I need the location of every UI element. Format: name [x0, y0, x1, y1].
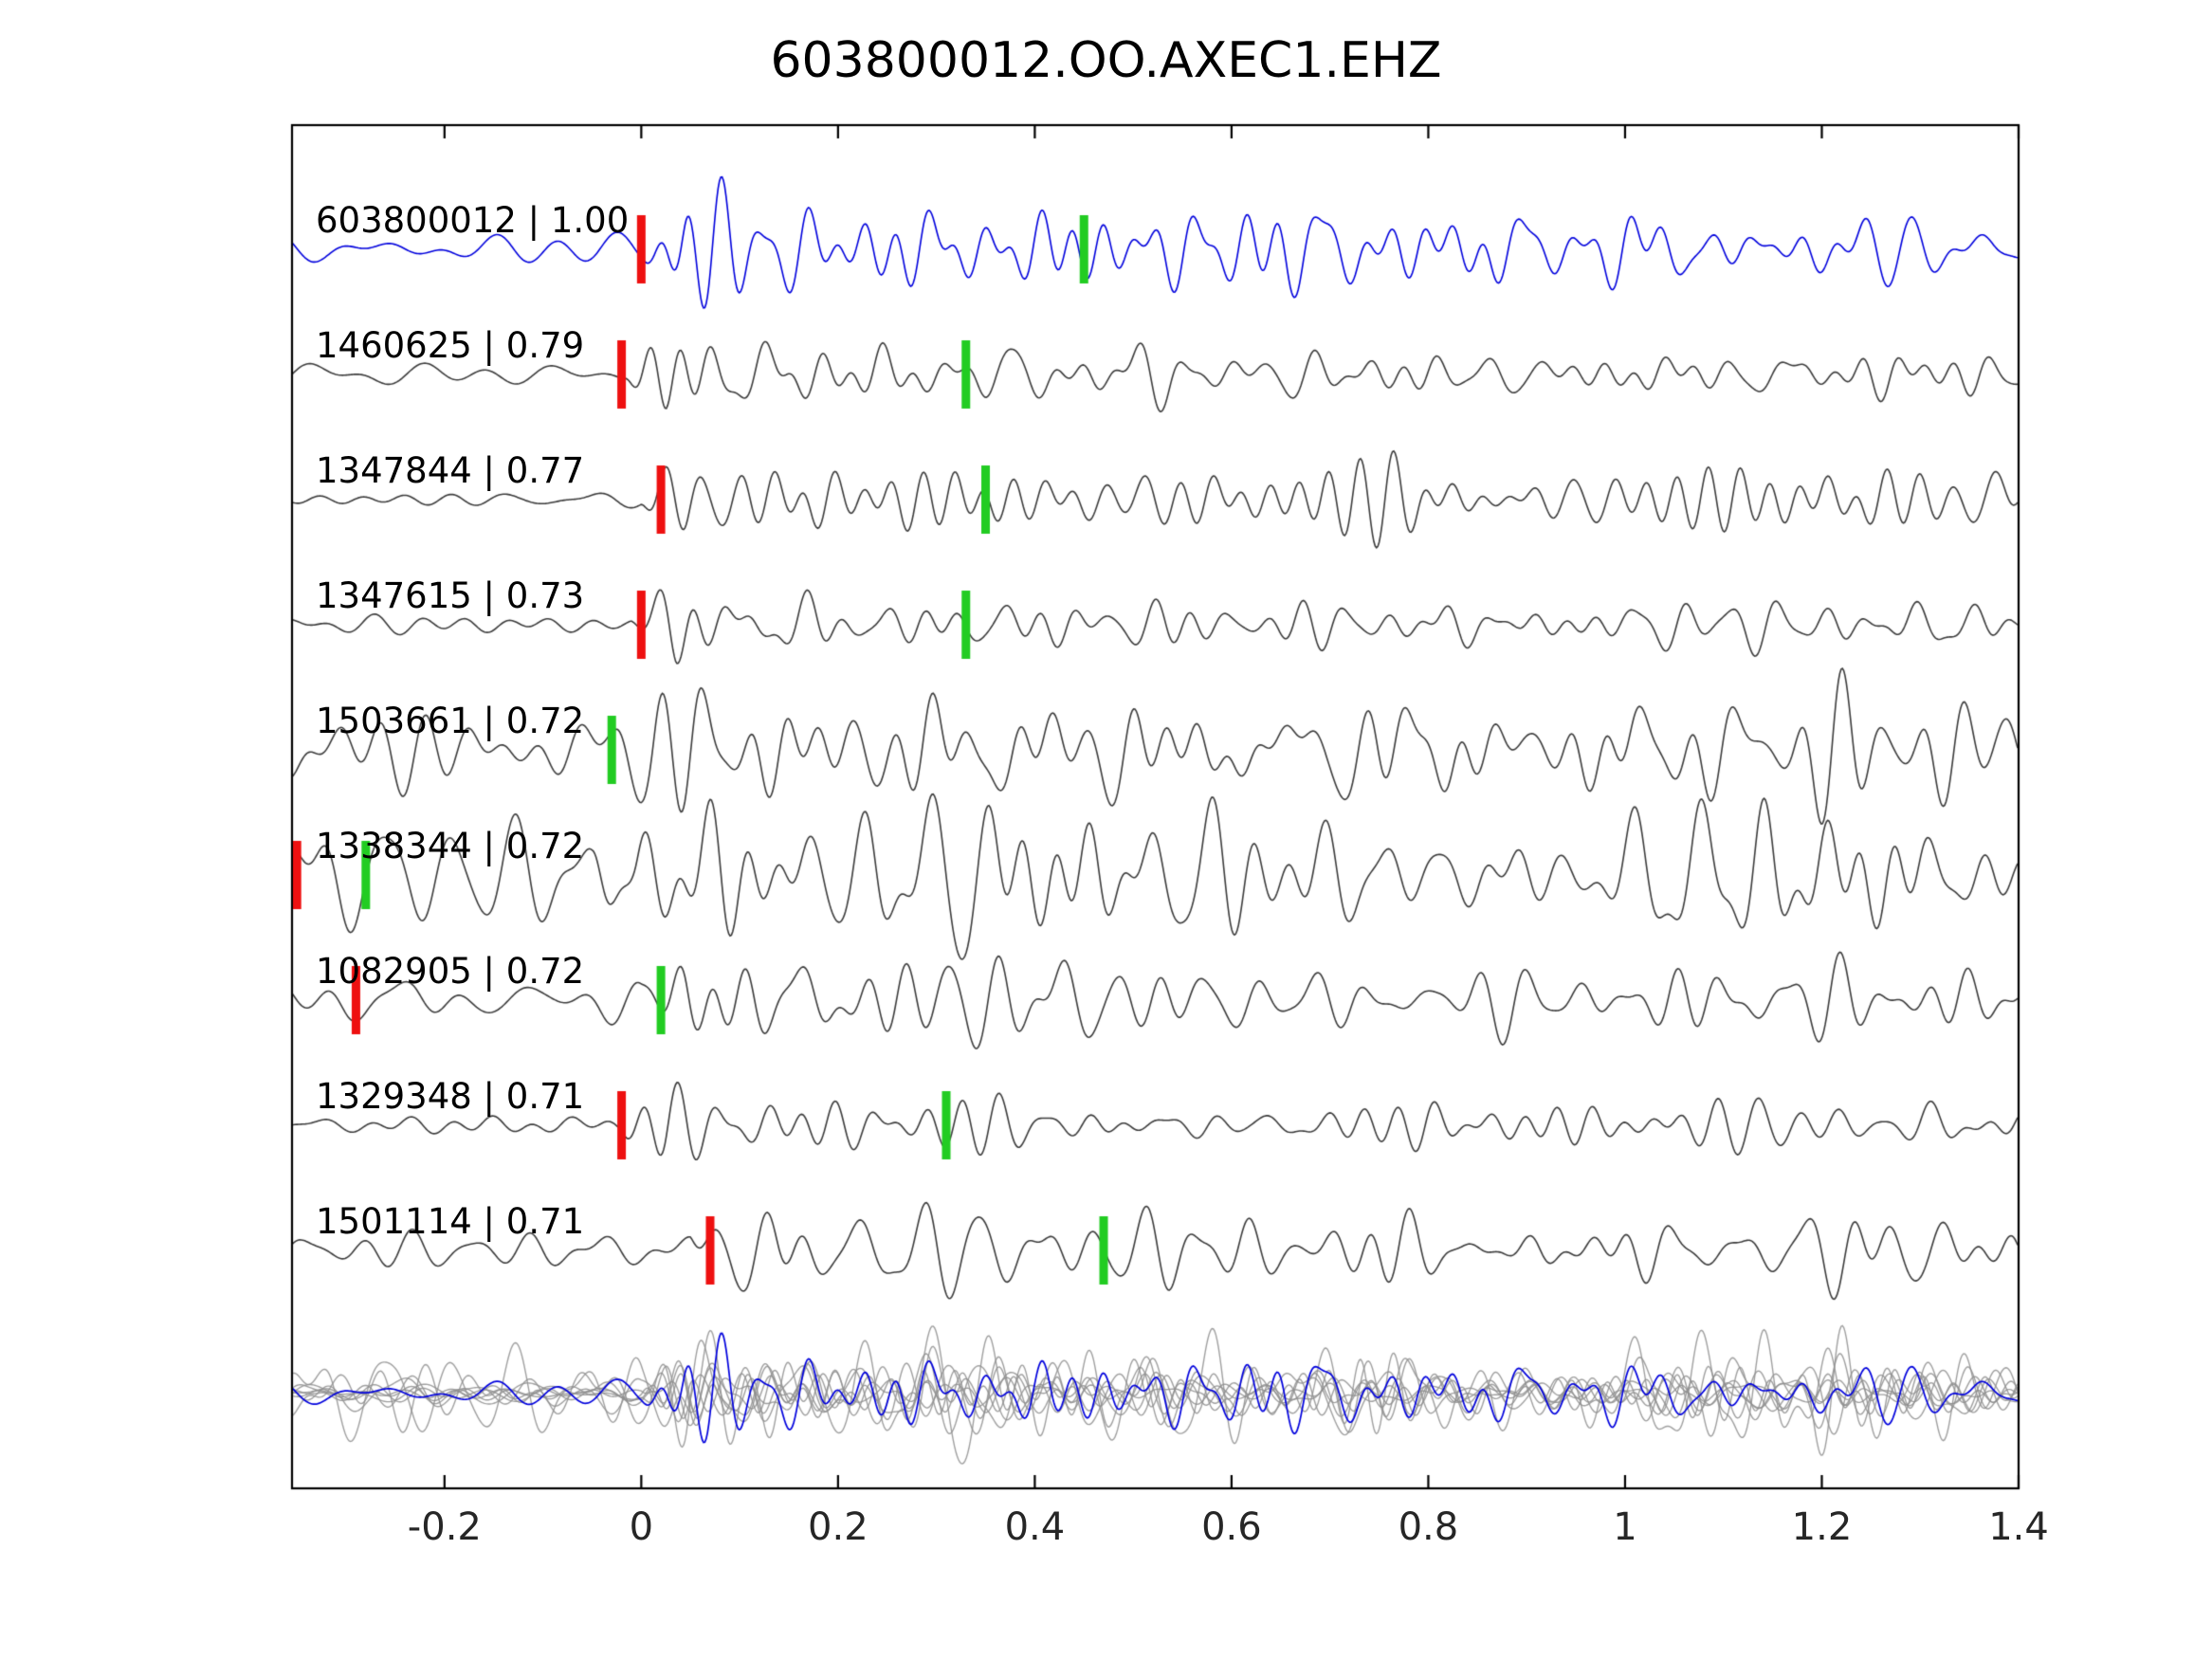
trace-label: 1503661 | 0.72 [316, 701, 585, 741]
trace-label: 1501114 | 0.71 [316, 1201, 585, 1242]
trace-label: 1082905 | 0.72 [316, 951, 585, 992]
trace-label: 1329348 | 0.71 [316, 1076, 585, 1117]
x-tick-label: 0.8 [1398, 1505, 1459, 1549]
trace-label: 1460625 | 0.79 [316, 325, 585, 366]
x-tick-label: 0 [629, 1505, 654, 1549]
x-tick-label: -0.2 [407, 1505, 482, 1549]
x-tick-label: 1.4 [1988, 1505, 2049, 1549]
plot-title: 603800012.OO.AXEC1.EHZ [770, 32, 1442, 89]
x-tick-label: 0.2 [808, 1505, 868, 1549]
trace-label: 1347615 | 0.73 [316, 575, 585, 616]
trace-label: 1338344 | 0.72 [316, 826, 585, 866]
x-tick-label: 1 [1613, 1505, 1637, 1549]
x-tick-label: 1.2 [1791, 1505, 1853, 1549]
trace-label: 603800012 | 1.00 [316, 200, 630, 241]
x-tick-label: 0.6 [1201, 1505, 1262, 1549]
trace-label: 1347844 | 0.77 [316, 450, 585, 491]
x-tick-label: 0.4 [1004, 1505, 1066, 1549]
